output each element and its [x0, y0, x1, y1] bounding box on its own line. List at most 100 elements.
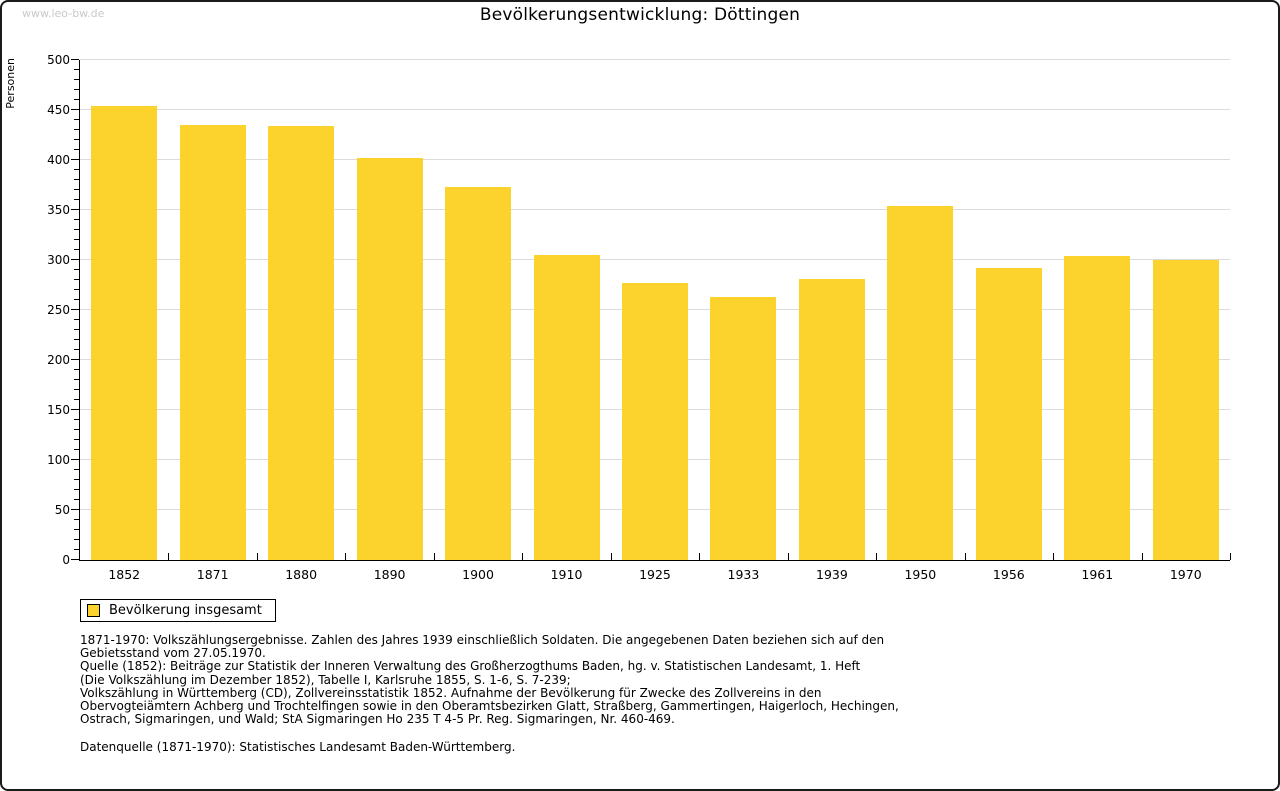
y-tick-label: 100 [47, 453, 70, 467]
bar-1890 [356, 158, 423, 560]
y-major-tick [71, 109, 79, 110]
y-minor-tick [74, 339, 79, 340]
x-axis-label: 1961 [1081, 567, 1114, 582]
y-major-tick [71, 559, 79, 560]
x-boundary-tick [345, 553, 347, 560]
y-minor-tick [74, 379, 79, 380]
y-minor-tick [74, 219, 79, 220]
bar-1880 [268, 126, 335, 560]
x-axis-label: 1890 [373, 567, 406, 582]
x-axis-label: 1950 [904, 567, 937, 582]
y-tick-label: 500 [47, 53, 70, 67]
legend-box: Bevölkerung insgesamt [80, 599, 276, 622]
bar-1852 [91, 106, 158, 560]
x-axis-label: 1900 [462, 567, 494, 582]
y-minor-tick [74, 139, 79, 140]
plot-area: 0 50 100 150 200 250 300 350 400 450 500 1852 1871 18… [47, 53, 1231, 582]
y-major-tick [71, 259, 79, 260]
y-tick-label: 300 [47, 253, 70, 267]
y-minor-tick [74, 369, 79, 370]
y-minor-tick [74, 489, 79, 490]
y-minor-tick [74, 439, 79, 440]
y-minor-tick [74, 469, 79, 470]
y-minor-tick [74, 69, 79, 70]
x-boundary-tick [964, 553, 966, 560]
legend-label: Bevölkerung insgesamt [109, 603, 262, 618]
y-minor-tick [74, 279, 79, 280]
x-boundary-tick [256, 553, 258, 560]
x-axis-line [79, 560, 1230, 561]
y-tick-label: 250 [47, 303, 70, 317]
y-major-tick [71, 59, 79, 60]
y-minor-tick [74, 199, 79, 200]
y-tick-label: 0 [62, 553, 70, 567]
y-minor-tick [74, 269, 79, 270]
x-axis-label: 1939 [816, 567, 848, 582]
y-minor-tick [74, 169, 79, 170]
legend-swatch-icon [87, 604, 100, 617]
y-minor-tick [74, 389, 79, 390]
y-minor-tick [74, 79, 79, 80]
bar-1950 [887, 206, 954, 560]
x-axis-label: 1970 [1169, 567, 1202, 582]
source-notes: 1871-1970: Volkszählungsergebnisse. Zahl… [80, 633, 899, 727]
x-axis-label: 1933 [727, 567, 760, 582]
y-tick-label: 200 [47, 353, 70, 367]
y-minor-tick [74, 99, 79, 100]
y-tick-label: 150 [47, 403, 70, 417]
y-minor-tick [74, 229, 79, 230]
y-tick-label: 450 [47, 103, 70, 117]
datasource-note: Datenquelle (1871-1970): Statistisches L… [80, 740, 516, 754]
y-major-tick [71, 159, 79, 160]
y-minor-tick [74, 539, 79, 540]
y-minor-tick [74, 119, 79, 120]
y-minor-tick [74, 129, 79, 130]
y-minor-tick [74, 399, 79, 400]
x-axis-label: 1852 [108, 567, 141, 582]
y-major-tick [71, 359, 79, 360]
y-minor-tick [74, 549, 79, 550]
bar-1925 [622, 283, 688, 560]
x-boundary-tick [699, 553, 701, 560]
x-axis-label: 1956 [992, 567, 1025, 582]
bar-1956 [975, 268, 1042, 560]
bar-1871 [179, 125, 246, 560]
y-minor-tick [74, 429, 79, 430]
y-minor-tick [74, 329, 79, 330]
y-major-tick [71, 459, 79, 460]
y-major-tick [71, 209, 79, 210]
gridline [80, 159, 1230, 160]
y-major-tick [71, 309, 79, 310]
x-boundary-tick [610, 553, 612, 560]
y-minor-tick [74, 89, 79, 90]
y-minor-tick [74, 519, 79, 520]
x-boundary-tick [1230, 553, 1231, 560]
y-minor-tick [74, 299, 79, 300]
y-tick-label: 400 [47, 153, 70, 167]
y-minor-tick [74, 479, 79, 480]
y-minor-tick [74, 179, 79, 180]
x-boundary-tick [1053, 553, 1055, 560]
x-axis-label: 1871 [196, 567, 229, 582]
y-minor-tick [74, 249, 79, 250]
y-tick-label: 50 [54, 503, 70, 517]
y-minor-tick [74, 499, 79, 500]
gridline [80, 109, 1230, 110]
y-minor-tick [74, 149, 79, 150]
x-axis-label: 1880 [285, 567, 318, 582]
x-boundary-tick [876, 553, 878, 560]
bar-1939 [798, 279, 865, 560]
y-minor-tick [74, 419, 79, 420]
y-minor-tick [74, 289, 79, 290]
x-boundary-tick [787, 553, 789, 560]
x-axis-label: 1925 [639, 567, 671, 582]
bar-1910 [533, 255, 600, 560]
x-boundary-tick [433, 553, 435, 560]
y-minor-tick [74, 319, 79, 320]
y-minor-tick [74, 349, 79, 350]
y-minor-tick [74, 449, 79, 450]
y-tick-label: 350 [47, 203, 70, 217]
x-boundary-tick [168, 553, 170, 560]
y-major-tick [71, 509, 79, 510]
gridline [80, 259, 1230, 260]
